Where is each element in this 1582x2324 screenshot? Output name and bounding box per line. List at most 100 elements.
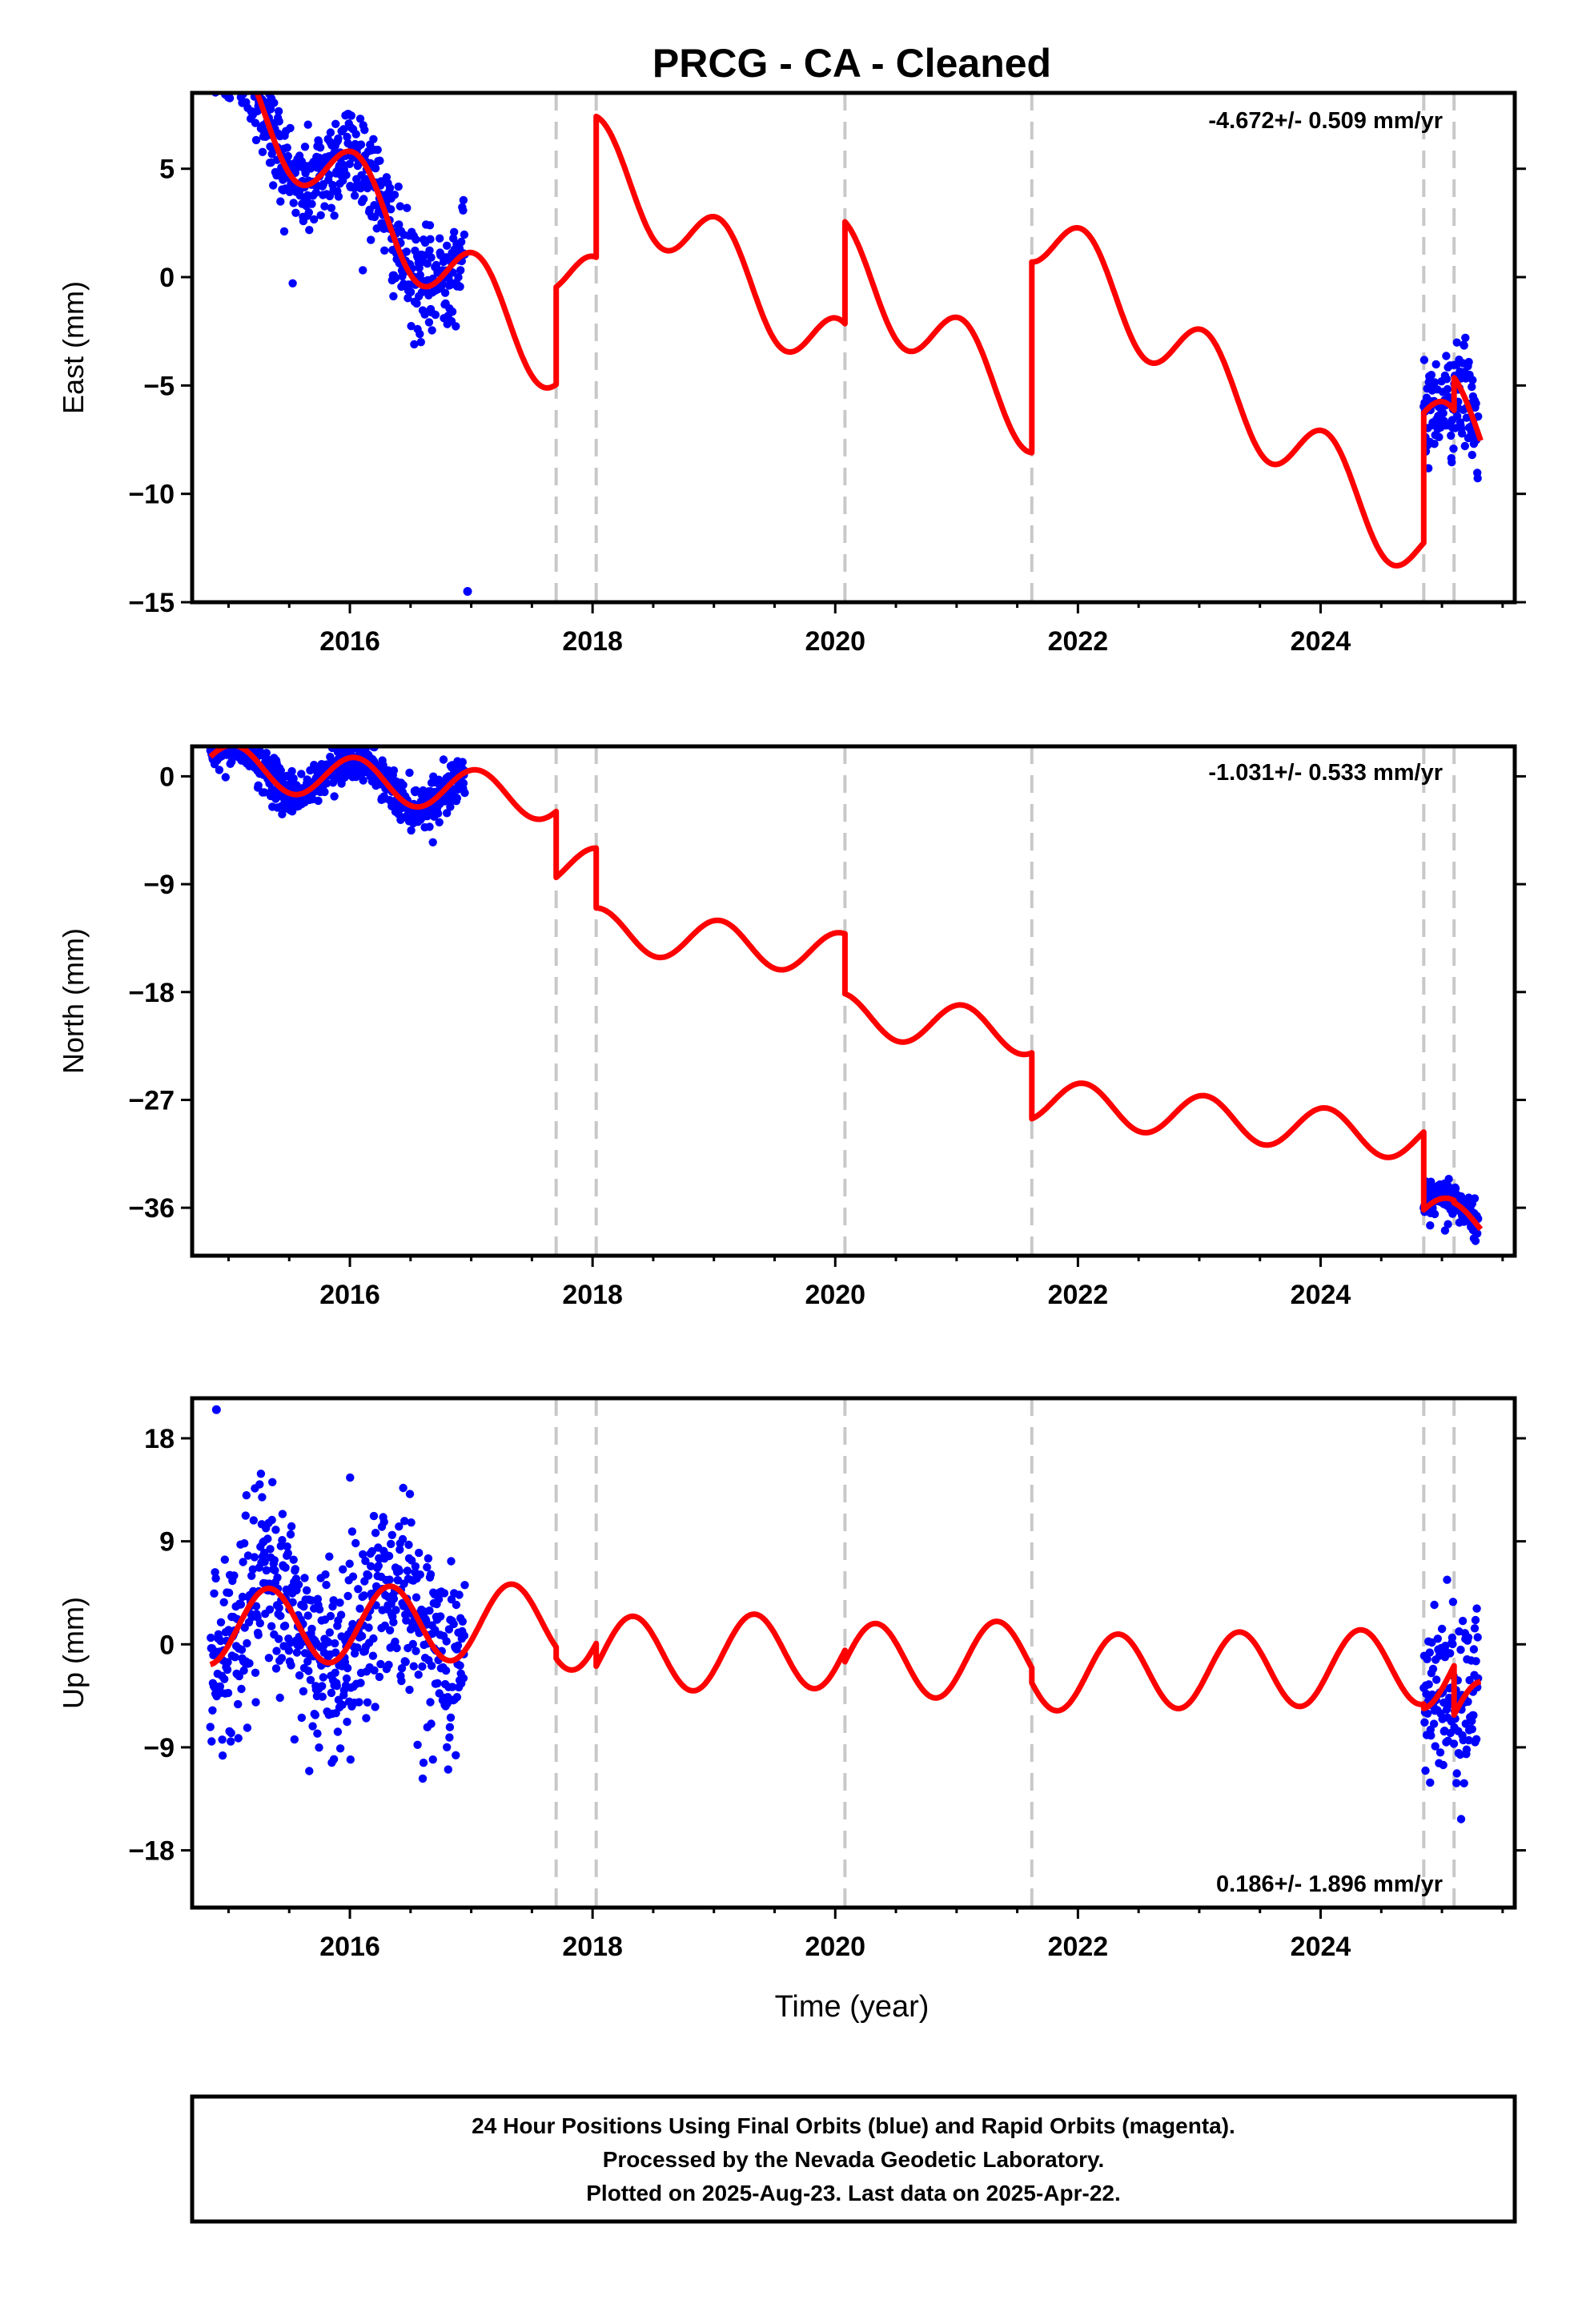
data-point-435: [391, 1637, 400, 1647]
data-point-320: [342, 171, 351, 179]
data-point-259: [315, 143, 325, 152]
data-point-630: [1432, 1675, 1441, 1684]
data-point-367: [362, 1714, 371, 1723]
data-point-588: [456, 1661, 464, 1670]
y-tick-label: −18: [128, 1836, 175, 1867]
data-point-469: [405, 768, 414, 778]
data-point-479: [409, 1662, 418, 1671]
data-point-14: [212, 735, 220, 743]
data-point-562: [444, 1625, 454, 1634]
data-point-385: [369, 1511, 379, 1521]
data-point-214: [297, 770, 306, 778]
data-point-335: [348, 1619, 357, 1629]
data-point-675: [1451, 1184, 1460, 1193]
data-point-381: [367, 1546, 376, 1556]
data-point-66: [234, 1734, 243, 1743]
data-point-421: [384, 1551, 394, 1561]
data-point-288: [328, 1602, 337, 1611]
footer-line-3: Plotted on 2025-Aug-23. Last data on 202…: [586, 2181, 1121, 2205]
data-point-515: [424, 318, 434, 327]
data-point-151: [270, 1556, 279, 1565]
data-point-79: [239, 1666, 248, 1675]
data-point-30: [219, 15, 227, 23]
data-point-41: [223, 1658, 232, 1667]
data-point-222: [300, 1574, 309, 1582]
data-point-384: [369, 135, 378, 143]
data-point-239: [307, 1624, 316, 1634]
data-point-472: [406, 287, 416, 296]
data-point-148: [269, 181, 278, 190]
data-point-578: [452, 1751, 460, 1759]
data-point-9: [210, 1589, 219, 1598]
data-point-608: [1423, 1655, 1431, 1663]
data-point-198: [290, 1735, 299, 1744]
data-point-625: [1430, 1600, 1439, 1610]
data-point-650: [1440, 1226, 1450, 1235]
data-point-106: [251, 1668, 260, 1677]
data-point-318: [341, 736, 349, 744]
data-point-185: [284, 1647, 294, 1655]
data-point-51: [228, 57, 236, 65]
data-point-67: [235, 735, 243, 743]
data-point-101: [249, 66, 257, 74]
data-point-271: [321, 1570, 330, 1579]
data-point-24: [216, 53, 224, 61]
data-point-486: [412, 299, 421, 308]
data-point-32: [220, 733, 228, 741]
data-point-108: [251, 1602, 261, 1610]
data-point-372: [363, 1571, 373, 1580]
data-point-601: [1419, 356, 1429, 364]
data-point-701: [1462, 1745, 1472, 1754]
data-point-52: [228, 50, 236, 58]
data-point-574: [450, 227, 459, 236]
data-point-42: [224, 24, 232, 32]
data-point-557: [443, 1743, 452, 1751]
data-point-65: [234, 68, 242, 76]
data-point-57: [231, 38, 239, 46]
data-point-44: [224, 1588, 234, 1598]
data-point-1: [207, 76, 215, 84]
data-point-142: [266, 105, 275, 114]
x-tick-label: 2020: [805, 1932, 865, 1962]
data-point-152: [271, 1566, 279, 1575]
data-point-425: [387, 1539, 396, 1549]
data-point-722: [1471, 1236, 1480, 1245]
data-point-470: [405, 1490, 415, 1498]
data-point-706: [1464, 1735, 1473, 1745]
data-point-727: [1473, 474, 1482, 483]
data-point-357: [357, 1631, 367, 1641]
data-point-140: [265, 1605, 275, 1614]
data-point-422: [385, 1575, 394, 1584]
data-point-655: [1443, 1575, 1452, 1584]
data-point-293: [331, 1638, 339, 1648]
data-point-540: [436, 234, 444, 243]
data-point-33: [220, 1675, 229, 1683]
y-tick-label: −27: [128, 1085, 175, 1116]
data-point-49: [227, 728, 235, 736]
data-point-51: [228, 734, 236, 742]
data-point-45: [225, 66, 233, 74]
data-point-166: [276, 766, 285, 775]
data-point-61: [232, 24, 240, 32]
data-point-549: [439, 755, 448, 764]
velocity-label: 0.186+/- 1.896 mm/yr: [1216, 1872, 1443, 1897]
y-tick-label: 9: [159, 1527, 175, 1558]
data-point-388: [371, 1703, 379, 1711]
data-point-491: [415, 1548, 424, 1558]
data-point-573: [449, 1619, 458, 1629]
data-point-230: [303, 120, 312, 129]
data-point-446: [396, 1545, 404, 1554]
data-point-99: [248, 735, 256, 743]
data-point-162: [275, 1603, 283, 1612]
data-point-386: [370, 1666, 379, 1675]
data-point-7: [209, 75, 217, 83]
data-point-715: [1468, 376, 1477, 384]
data-point-8: [210, 19, 218, 27]
data-point-150: [270, 99, 279, 107]
data-point-484: [412, 235, 420, 244]
y-tick-label: 0: [159, 1630, 175, 1660]
data-point-453: [398, 1534, 408, 1544]
data-point-50: [227, 757, 236, 766]
data-point-396: [374, 1562, 383, 1570]
data-point-328: [345, 159, 354, 168]
